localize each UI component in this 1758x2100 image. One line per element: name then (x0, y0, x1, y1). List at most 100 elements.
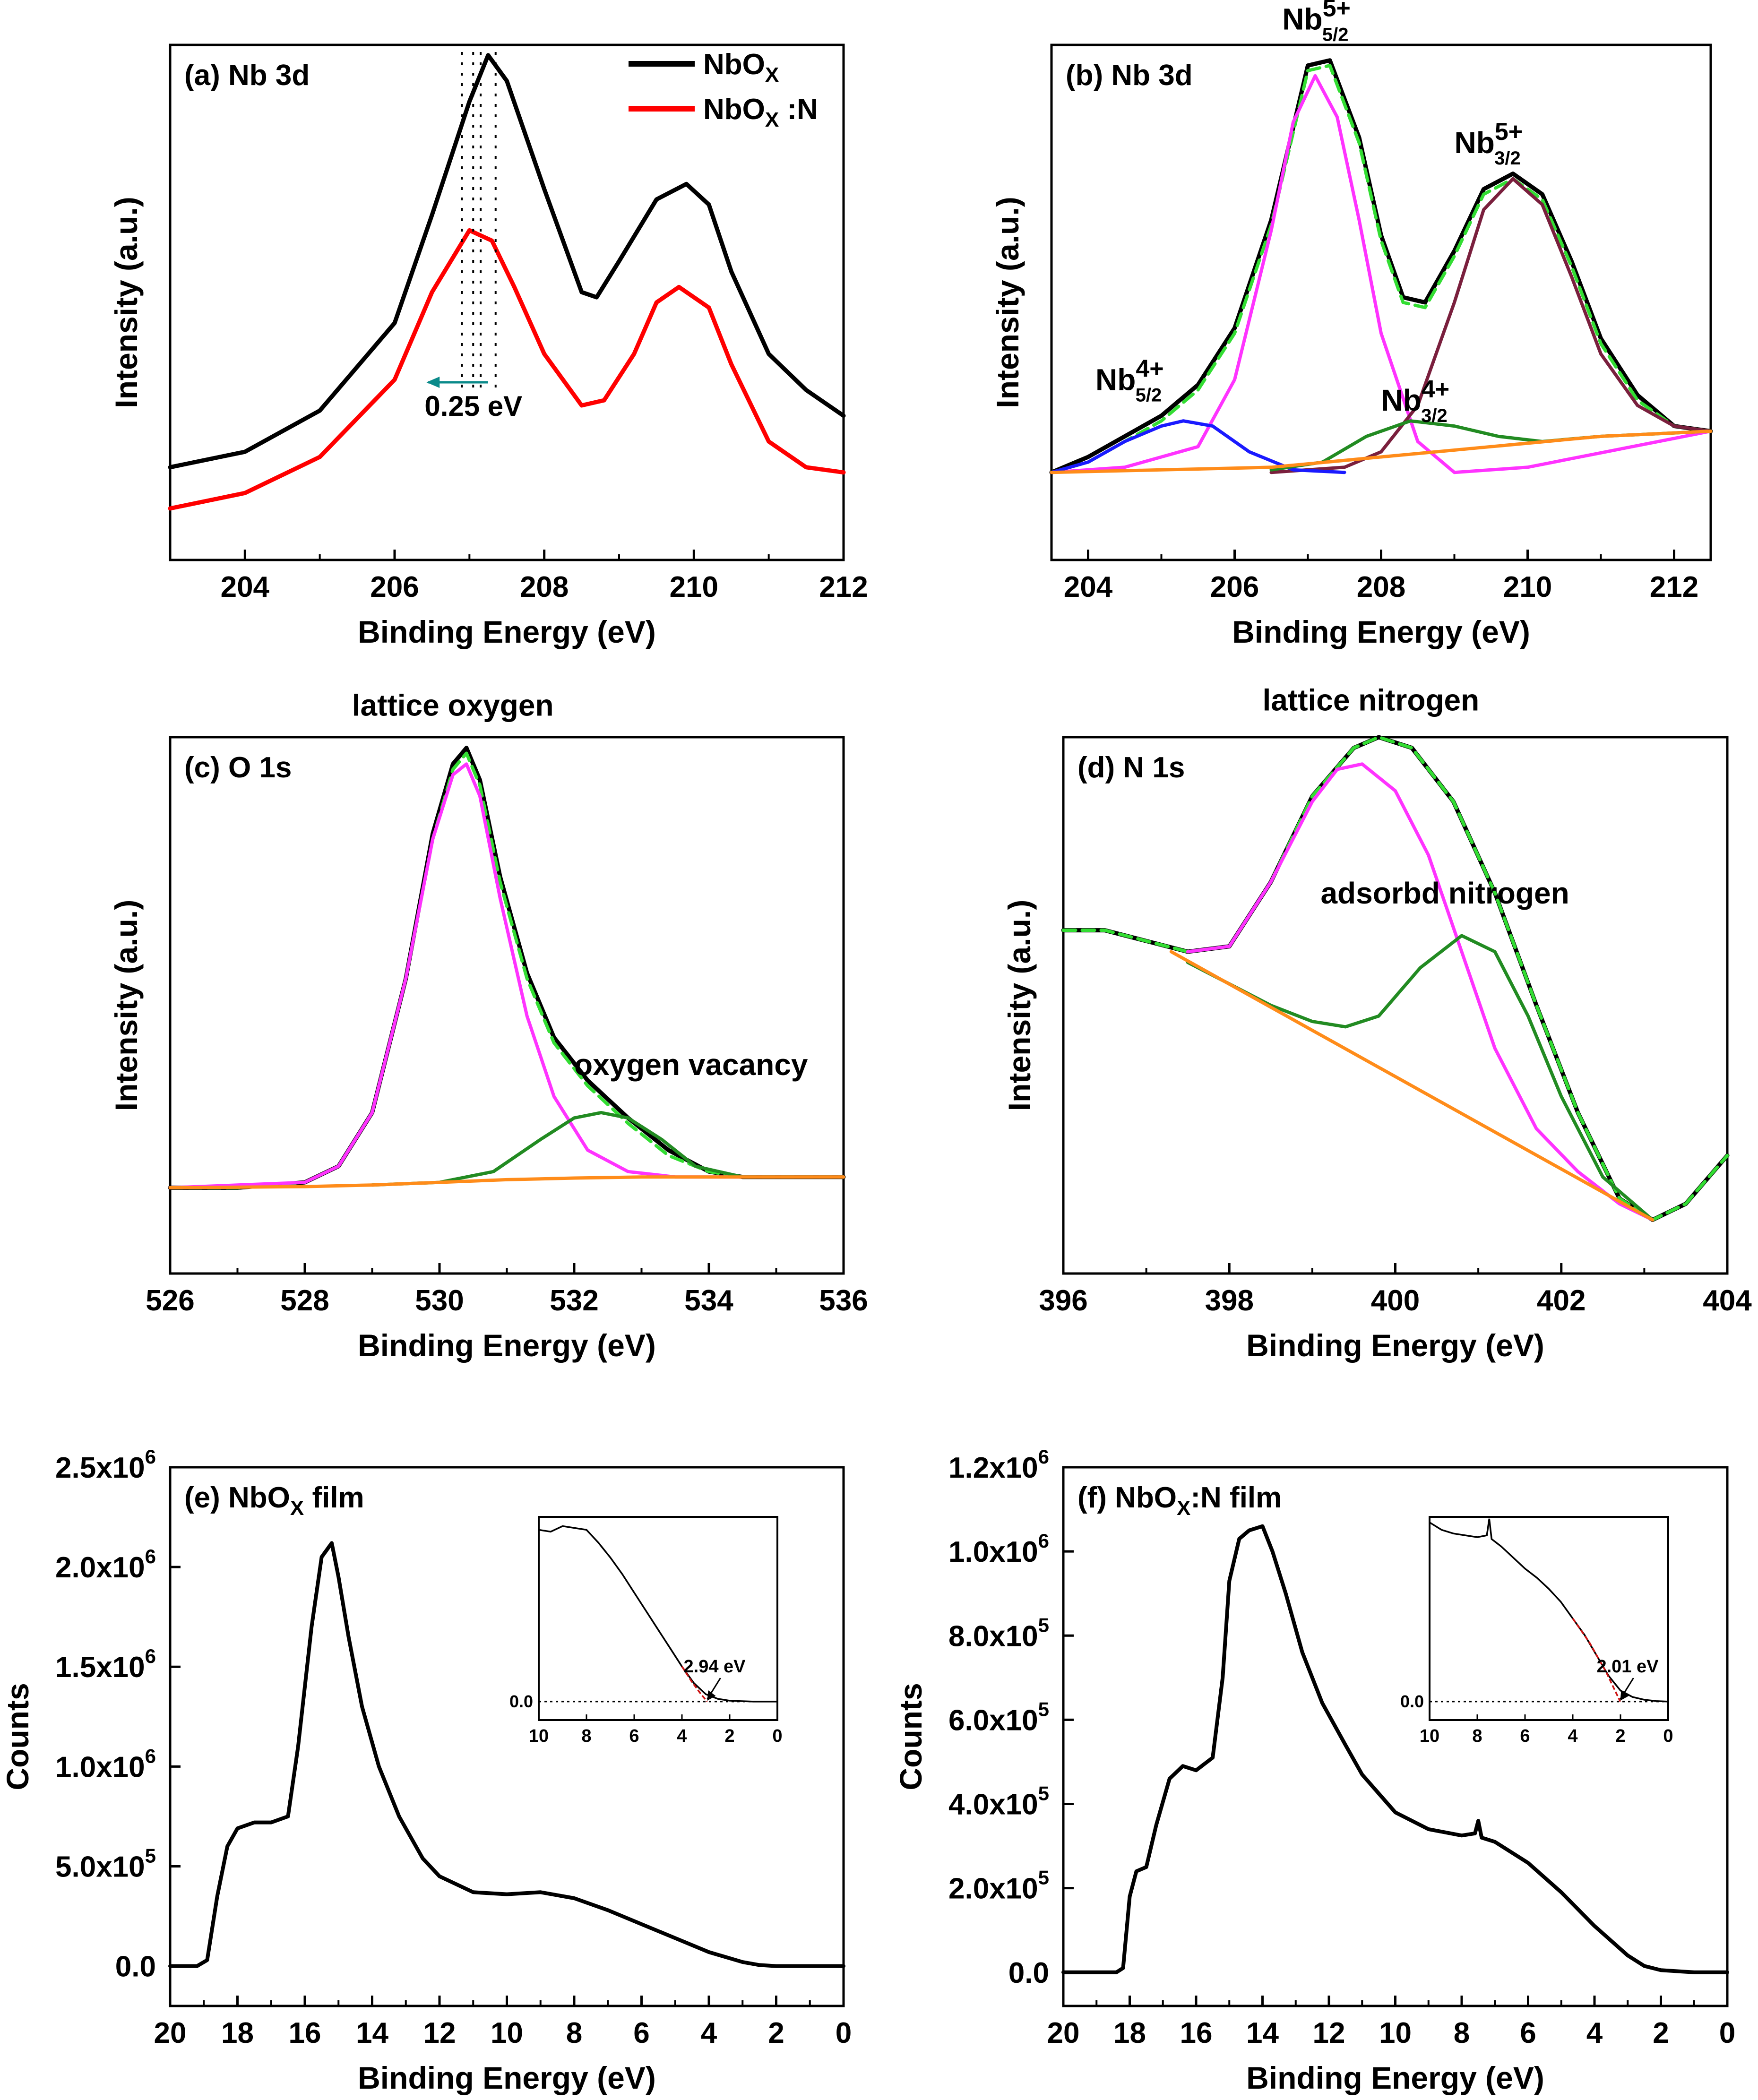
plot-frame (1062, 736, 1729, 1275)
series-line-background (168, 1175, 845, 1189)
x-tick-label: 20 (154, 2017, 187, 2049)
inset-y-tick-label: 0.0 (1400, 1692, 1424, 1711)
x-tick-label: 8 (1454, 2017, 1470, 2049)
x-tick-label: 526 (146, 1284, 194, 1317)
plot-frame (169, 736, 845, 1275)
x-tick-label: 536 (819, 1284, 868, 1317)
x-tick-label: 4 (1586, 2017, 1603, 2049)
x-axis-label: Binding Energy (eV) (358, 2060, 656, 2095)
panel-title: (f) NbOX:N film (1077, 1481, 1282, 1520)
inset-x-tick-label: 10 (1420, 1726, 1439, 1746)
inset-fit-line (1572, 1618, 1621, 1702)
y-tick-label: 2.5x106 (55, 1446, 156, 1484)
panel-c: 526 528 530 532 534 536 Binding Energy (eV) Int… (109, 689, 868, 1363)
series-line-nbox-film (168, 1541, 845, 1968)
inset-x-tick-label: 6 (1520, 1726, 1530, 1746)
x-tick-label: 210 (1503, 571, 1552, 603)
x-tick-label: 10 (1379, 2017, 1412, 2049)
x-tick-label: 204 (1064, 571, 1113, 603)
peak-label: oxygen vacancy (574, 1048, 808, 1082)
x-tick-label: 2 (768, 2017, 784, 2049)
series-line-lattice-nitrogen (1186, 762, 1655, 1222)
inset-x-tick-label: 10 (529, 1726, 549, 1746)
series-line-background (1050, 430, 1713, 474)
x-tick-label: 530 (415, 1284, 464, 1317)
y-tick-label: 8.0x105 (948, 1614, 1049, 1652)
x-tick-label: 404 (1703, 1284, 1752, 1317)
panel-a: 204 206 208 210 212 Binding Energy (eV) Intens… (109, 43, 868, 649)
x-tick-label: 12 (1313, 2017, 1345, 2049)
inset-y-tick-label: 0.0 (509, 1692, 533, 1711)
series-line-raw (168, 746, 846, 1190)
series-line-nbox-n-film (1061, 1524, 1729, 1974)
panel-b: 204 206 208 210 212 Binding Energy (eV) Intens… (990, 0, 1713, 649)
y-tick-label: 1.0x106 (55, 1745, 156, 1783)
series-line-nb5-5-2 (1050, 74, 1713, 474)
x-tick-label: 14 (1246, 2017, 1279, 2049)
inset-frame (1429, 1516, 1669, 1721)
inset-x-tick-label: 8 (1472, 1726, 1482, 1746)
x-tick-label: 14 (356, 2017, 388, 2049)
x-tick-label: 204 (221, 571, 270, 603)
peak-label: Nb5+ 5/2 (1282, 0, 1351, 45)
inset-arrowhead (707, 1690, 716, 1701)
panel-title: (e) NbOX film (184, 1481, 364, 1520)
x-tick-label: 6 (633, 2017, 649, 2049)
y-tick-label: 4.0x105 (948, 1782, 1049, 1821)
x-tick-label: 16 (289, 2017, 321, 2049)
x-tick-label: 18 (221, 2017, 254, 2049)
y-axis-label: Intensity (a.u.) (109, 900, 144, 1111)
y-axis-label: Counts (0, 1683, 35, 1790)
y-tick-label: 0.0 (1008, 1957, 1049, 1989)
x-axis-label: Binding Energy (eV) (1246, 1328, 1544, 1363)
panel-title: (d) N 1s (1077, 751, 1185, 784)
series-line-nbox (168, 53, 846, 470)
x-tick-label: 532 (550, 1284, 598, 1317)
x-tick-label: 212 (819, 571, 868, 603)
inset-x-tick-label: 4 (1568, 1726, 1577, 1746)
x-tick-label: 0 (836, 2017, 852, 2049)
x-tick-label: 0 (1719, 2017, 1735, 2049)
y-axis-label: Intensity (a.u.) (990, 197, 1025, 408)
x-tick-label: 18 (1113, 2017, 1146, 2049)
peak-label: lattice oxygen (352, 689, 554, 723)
y-tick-label: 5.0x105 (55, 1844, 156, 1883)
inset-fit-line (681, 1666, 708, 1703)
x-tick-label: 10 (491, 2017, 523, 2049)
x-tick-label: 206 (1210, 571, 1259, 603)
shift-label: 0.25 eV (424, 390, 522, 422)
y-axis-label: Intensity (a.u.) (1002, 900, 1037, 1111)
panel-title: (c) O 1s (184, 751, 292, 784)
peak-label: Nb4+ 5/2 (1095, 355, 1164, 405)
x-tick-label: 4 (701, 2017, 717, 2049)
x-tick-label: 528 (280, 1284, 329, 1317)
x-tick-label: 534 (684, 1284, 733, 1317)
series-line-fit (1050, 64, 1713, 474)
panel-d: 396 398 400 402 404 Binding Energy (eV) Intens… (1002, 683, 1752, 1363)
x-tick-label: 208 (1357, 571, 1405, 603)
legend-label: NbOX :N (703, 93, 818, 131)
x-tick-label: 2 (1653, 2017, 1669, 2049)
series-line-fit (1061, 735, 1729, 1222)
inset-frame (538, 1516, 778, 1721)
y-tick-label: 0.0 (115, 1951, 156, 1983)
peak-label: lattice nitrogen (1263, 683, 1480, 717)
inset-x-tick-label: 2 (1615, 1726, 1625, 1746)
y-tick-label: 1.2x106 (948, 1446, 1049, 1484)
inset-x-tick-label: 8 (581, 1726, 591, 1746)
panel-title: (a) Nb 3d (184, 59, 310, 92)
y-axis-label: Intensity (a.u.) (109, 197, 144, 408)
x-tick-label: 402 (1537, 1284, 1586, 1317)
series-line-lattice-oxygen (168, 762, 845, 1189)
x-tick-label: 206 (370, 571, 419, 603)
plot-frame (169, 43, 845, 561)
inset-x-tick-label: 4 (677, 1726, 687, 1746)
x-axis-label: Binding Energy (eV) (358, 1328, 656, 1363)
peak-label: Nb5+ 3/2 (1455, 118, 1523, 169)
panel-title: (b) Nb 3d (1066, 59, 1193, 92)
inset-x-tick-label: 6 (629, 1726, 639, 1746)
inset-arrowhead (1620, 1690, 1629, 1701)
series-line-adsorbed-nitrogen (1186, 934, 1655, 1222)
